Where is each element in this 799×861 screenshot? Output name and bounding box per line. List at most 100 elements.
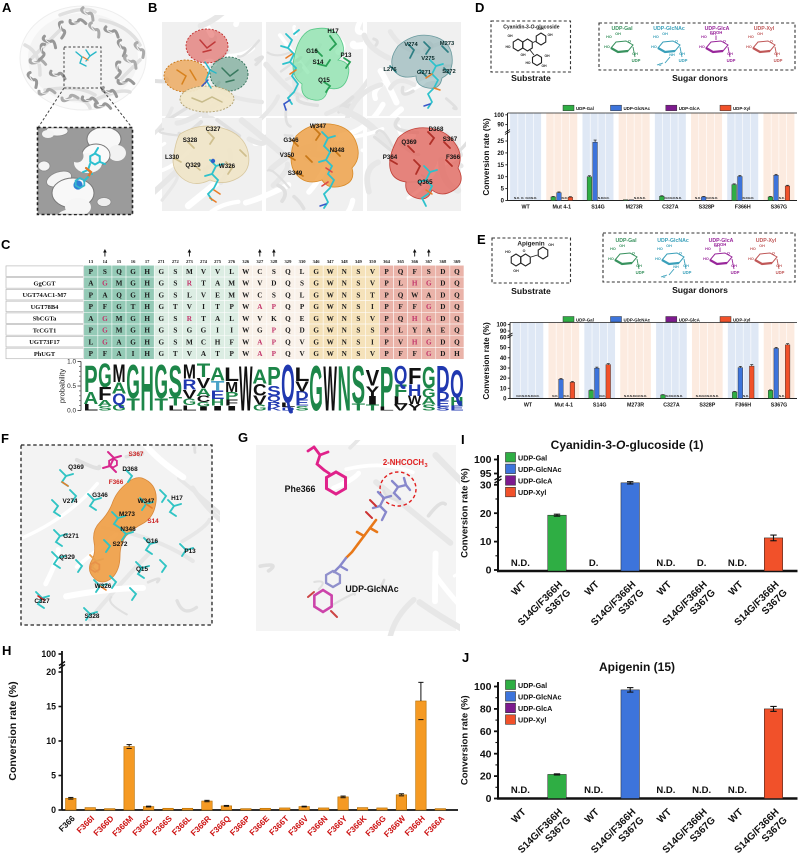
svg-text:I: I: [371, 303, 374, 311]
svg-text:N.D.: N.D.: [706, 196, 712, 200]
svg-text:UDP-GlcNAc: UDP-GlcNAc: [653, 26, 685, 32]
svg-text:368: 368: [439, 259, 447, 264]
svg-text:G: G: [187, 327, 193, 335]
svg-text:O: O: [770, 40, 773, 44]
svg-text:N.D.: N.D.: [677, 394, 683, 398]
svg-text:WT: WT: [655, 579, 674, 598]
svg-text:349: 349: [355, 259, 363, 264]
svg-text:N.D.: N.D.: [630, 394, 636, 398]
svg-text:V274: V274: [63, 498, 78, 505]
svg-text:G: G: [313, 268, 319, 276]
svg-text:NH: NH: [669, 53, 675, 57]
svg-text:P: P: [89, 327, 94, 335]
svg-text:UDP-Gal: UDP-Gal: [576, 317, 594, 322]
svg-text:T: T: [352, 401, 366, 413]
svg-text:N.D.: N.D.: [624, 394, 630, 398]
svg-text:NH: NH: [673, 265, 679, 269]
svg-text:F: F: [103, 350, 108, 358]
svg-text:F366Q: F366Q: [208, 814, 233, 839]
svg-text:G: G: [158, 350, 164, 358]
svg-text:Y: Y: [408, 403, 422, 413]
svg-text:L: L: [182, 404, 197, 412]
svg-text:UDP: UDP: [683, 270, 692, 275]
svg-text:G: G: [130, 327, 136, 335]
svg-text:S367: S367: [443, 136, 458, 143]
svg-text:V274: V274: [404, 42, 418, 48]
svg-text:C327: C327: [206, 126, 221, 133]
svg-text:Mut 4-1: Mut 4-1: [553, 205, 572, 211]
svg-text:Q: Q: [394, 361, 408, 390]
svg-text:F366H: F366H: [735, 205, 751, 211]
svg-text:C327A: C327A: [663, 403, 680, 409]
svg-text:OH: OH: [679, 52, 685, 56]
svg-text:N348: N348: [330, 147, 345, 154]
svg-text:L: L: [168, 404, 183, 412]
svg-text:F366C: F366C: [131, 814, 155, 838]
svg-text:328: 328: [270, 259, 278, 264]
svg-text:UDP-GlcA: UDP-GlcA: [518, 477, 552, 486]
svg-text:UDP: UDP: [774, 58, 783, 63]
svg-text:V: V: [370, 280, 376, 288]
svg-text:366: 366: [411, 259, 419, 264]
svg-text:D: D: [271, 280, 276, 288]
svg-text:P: P: [272, 338, 277, 346]
svg-text:UDP: UDP: [679, 58, 688, 63]
svg-text:N.D.: N.D.: [713, 394, 719, 398]
svg-text:0: 0: [501, 199, 505, 205]
svg-text:W326: W326: [219, 163, 236, 170]
svg-text:N: N: [342, 280, 348, 288]
svg-text:5: 5: [51, 771, 56, 781]
svg-text:S14G: S14G: [591, 205, 605, 211]
svg-text:M: M: [116, 280, 123, 288]
svg-text:UDP-Gal: UDP-Gal: [615, 238, 637, 244]
svg-text:Y: Y: [412, 327, 418, 335]
svg-text:C327: C327: [34, 598, 50, 605]
svg-text:H: H: [140, 355, 154, 425]
svg-text:Mut 4-1: Mut 4-1: [555, 403, 574, 409]
svg-text:OH: OH: [544, 54, 550, 58]
svg-text:WT: WT: [510, 579, 529, 598]
svg-text:G: G: [426, 338, 432, 346]
svg-text:90: 90: [497, 123, 504, 129]
svg-text:F366H: F366H: [735, 403, 751, 409]
svg-text:S272: S272: [442, 69, 456, 75]
svg-text:K: K: [267, 406, 282, 412]
svg-text:UDP-GlcNAc: UDP-GlcNAc: [518, 465, 562, 474]
svg-text:G: G: [201, 327, 207, 335]
svg-text:V: V: [366, 367, 380, 391]
svg-text:S: S: [356, 338, 360, 346]
svg-text:L: L: [398, 280, 403, 288]
svg-text:O: O: [616, 438, 626, 452]
svg-text:G: G: [158, 280, 164, 288]
svg-text:V: V: [398, 338, 404, 346]
svg-text:P: P: [384, 291, 389, 299]
svg-text:HO: HO: [750, 247, 756, 251]
svg-text:Q: Q: [454, 291, 460, 299]
svg-text:Q: Q: [450, 361, 464, 406]
svg-text:326: 326: [242, 259, 250, 264]
svg-text:I: I: [366, 394, 379, 407]
svg-text:probability: probability: [58, 369, 67, 403]
svg-text:O: O: [632, 252, 635, 256]
svg-text:C: C: [253, 380, 267, 399]
svg-text:H: H: [412, 280, 418, 288]
svg-text:A: A: [210, 364, 225, 385]
svg-text:T: T: [215, 350, 220, 358]
svg-text:W: W: [242, 303, 250, 311]
svg-text:V: V: [370, 268, 376, 276]
svg-text:F366E: F366E: [248, 814, 272, 838]
svg-text:A: A: [116, 338, 122, 346]
svg-text:A: A: [426, 327, 432, 335]
svg-text:G: G: [158, 303, 164, 311]
svg-text:Q: Q: [398, 315, 404, 323]
svg-text:N.D.: N.D.: [640, 196, 646, 200]
svg-text:UDP-GlcNAc: UDP-GlcNAc: [518, 692, 562, 701]
svg-text:D: D: [295, 390, 309, 403]
svg-text:0.5: 0.5: [67, 383, 76, 390]
svg-text:R: R: [187, 280, 193, 288]
svg-text:10: 10: [500, 386, 507, 392]
svg-text:S: S: [427, 268, 431, 276]
svg-text:10: 10: [46, 736, 56, 746]
svg-text:N.D.: N.D.: [552, 394, 558, 398]
svg-text:F366T: F366T: [268, 814, 291, 837]
